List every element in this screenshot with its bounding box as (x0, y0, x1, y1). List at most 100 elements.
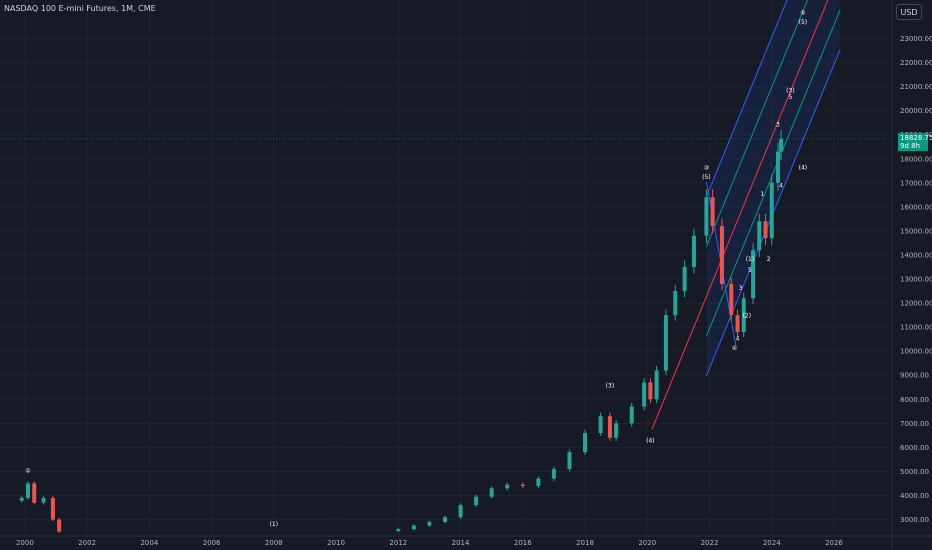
wave-label: (3) (606, 382, 615, 389)
wave-label: 4 (779, 183, 783, 190)
last-price-value: 18828.75 (900, 134, 932, 142)
candle-body (779, 138, 784, 152)
y-tick-label: 12000.00 (900, 300, 932, 308)
wave-label: (3) (786, 88, 795, 95)
wave-label: (4) (646, 438, 655, 445)
candle-body (654, 370, 659, 400)
y-tick-label: 22000.00 (900, 59, 932, 67)
candle-body (583, 432, 588, 453)
y-tick-label: 13000.00 (900, 276, 932, 284)
candle-body (663, 315, 668, 371)
candle-body (704, 197, 709, 236)
wave-label: (4) (799, 165, 808, 172)
candle-body (648, 382, 653, 400)
candle-body (443, 517, 447, 522)
candle-body (729, 283, 734, 316)
y-tick-label: 21000.00 (900, 83, 932, 91)
channel-line (705, 9, 841, 337)
bar-countdown: 9d 8h (900, 142, 921, 150)
candle-body (614, 423, 619, 438)
symbol-header: NASDAQ 100 E-mini Futures, 1M, CME (4, 4, 156, 13)
wave-label: (5) (702, 174, 711, 181)
candle-body (50, 497, 55, 520)
x-tick-label: 2024 (763, 539, 781, 547)
wave-label: 5 (748, 267, 752, 274)
wave-label: 1 (760, 191, 764, 198)
candle-body (505, 484, 510, 489)
y-tick-label: 3000.00 (900, 516, 929, 524)
y-tick-label: 23000.00 (900, 35, 932, 43)
wave-label: 2 (767, 256, 771, 263)
x-tick-label: 2020 (638, 539, 656, 547)
candle-body (757, 221, 762, 251)
y-tick-label: 4000.00 (900, 492, 929, 500)
wave-label: 4 (736, 335, 740, 342)
x-tick-label: 2004 (140, 539, 158, 547)
candle-body (642, 382, 647, 407)
wave-label: (2) (743, 313, 752, 320)
candle-body (769, 182, 774, 239)
x-tick-label: 2012 (389, 539, 407, 547)
currency-button[interactable]: USD (896, 4, 922, 20)
candle-body (32, 483, 37, 503)
y-tick-label: 8000.00 (900, 396, 929, 404)
x-tick-label: 2002 (78, 539, 96, 547)
wave-label: (1) (746, 256, 755, 263)
candle-body (751, 250, 756, 299)
x-tick-label: 2026 (825, 539, 843, 547)
candle-body (26, 483, 31, 498)
candle-body (607, 416, 612, 438)
y-tick-label: 10000.00 (900, 348, 932, 356)
y-tick-label: 17000.00 (900, 179, 932, 187)
wave-label: ⑤ (800, 9, 805, 16)
candle-body (673, 291, 678, 316)
channel-line (705, 0, 788, 197)
candle-body (41, 497, 46, 503)
candle-body (520, 484, 525, 486)
candle-body (598, 416, 603, 433)
candle-body (536, 478, 541, 486)
candle-body (682, 267, 687, 292)
candle-body (411, 525, 416, 530)
last-price-tag: 18828.75 9d 8h (898, 133, 932, 151)
x-tick-label: 2016 (514, 539, 532, 547)
y-tick-label: 14000.00 (900, 251, 932, 259)
candle-body (691, 235, 696, 267)
channel-median-line (651, 0, 829, 430)
x-tick-label: 2014 (452, 539, 470, 547)
candle-body (629, 406, 634, 424)
y-tick-label: 18000.00 (900, 155, 932, 163)
candle-body (710, 197, 715, 227)
y-tick-label: 16000.00 (900, 203, 932, 211)
candle-body (775, 151, 780, 183)
wave-label: ① (25, 468, 30, 475)
candle-body (489, 488, 494, 497)
x-tick-label: 2022 (701, 539, 719, 547)
x-tick-label: 2018 (576, 539, 594, 547)
candle-body (427, 521, 432, 526)
candle-body (763, 221, 768, 239)
wave-label: 3 (739, 285, 743, 292)
channel-line (705, 0, 808, 247)
candle-body (19, 497, 24, 501)
x-tick-label: 2000 (16, 539, 34, 547)
wave-label: (1) (270, 521, 279, 528)
candle-body (735, 315, 740, 332)
candle-body (551, 469, 556, 479)
y-tick-label: 5000.00 (900, 468, 929, 476)
wave-label: ④ (732, 345, 737, 352)
candle-body (741, 298, 746, 332)
wave-label: 5 (789, 94, 793, 101)
candle-body (458, 505, 463, 518)
x-tick-label: 2006 (203, 539, 221, 547)
y-tick-label: 7000.00 (900, 420, 929, 428)
candle-body (396, 529, 401, 532)
wave-label: ③ (704, 165, 709, 172)
y-tick-label: 15000.00 (900, 227, 932, 235)
y-tick-label: 20000.00 (900, 107, 932, 115)
candle-body (719, 226, 724, 284)
candle-body (57, 519, 62, 532)
y-tick-label: 6000.00 (900, 444, 929, 452)
